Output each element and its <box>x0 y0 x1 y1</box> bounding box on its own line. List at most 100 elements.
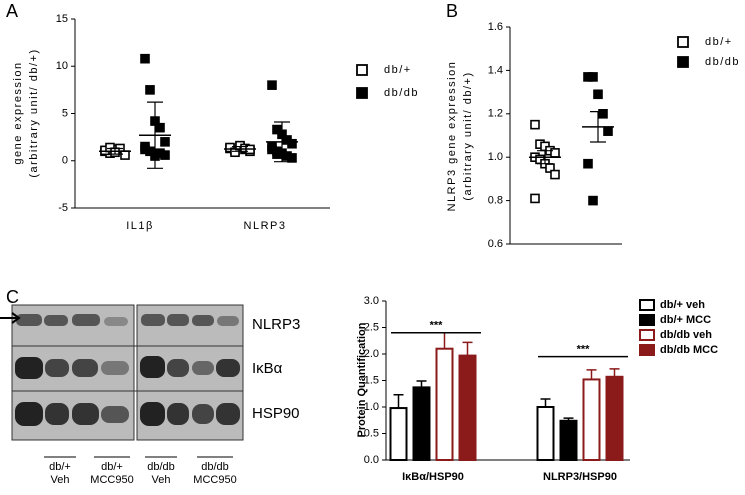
significance-label: *** <box>430 320 444 332</box>
data-point <box>287 153 297 163</box>
data-point <box>593 89 603 100</box>
y-tick-label: 10 <box>56 60 68 72</box>
x-tick-label: IL1β <box>126 220 154 232</box>
legend-marker <box>639 314 655 326</box>
data-point <box>140 53 150 64</box>
error-bar <box>107 147 123 155</box>
error-bar <box>393 394 404 409</box>
error-bar <box>462 341 473 356</box>
data-point <box>583 158 593 169</box>
panel-letter: B <box>446 1 458 21</box>
error-bar <box>439 332 450 349</box>
blot-row-label: IκBα <box>252 360 283 377</box>
data-point <box>120 150 130 160</box>
data-point <box>530 193 540 204</box>
data-point <box>598 109 608 119</box>
bar <box>389 407 408 461</box>
lane-label: MCC950 <box>193 474 236 486</box>
western-blot: NLRP3 IκBα HSP90 db/+Veh db/+MCC950 db/d… <box>0 304 300 486</box>
y-tick-label: 1.5 <box>364 374 379 386</box>
y-tick-label: 3.0 <box>364 295 379 307</box>
bar <box>458 354 477 461</box>
data-point <box>160 137 170 147</box>
error-bar <box>416 380 427 388</box>
error-bar <box>590 111 606 143</box>
y-tick-label: 1.2 <box>488 108 503 120</box>
y-tick-label: 1.0 <box>488 151 503 163</box>
bands <box>15 314 240 426</box>
legend-marker <box>677 56 689 68</box>
y-axis-label: NLRP3 gene expression <box>446 61 458 212</box>
lane-label: db/db <box>147 461 175 473</box>
legend-label: db/+ MCC <box>660 314 711 326</box>
blot-row-label: NLRP3 <box>252 316 300 333</box>
data-point <box>588 72 598 82</box>
legend-label: db/db veh <box>660 329 712 341</box>
error-bar <box>540 398 551 407</box>
legend-marker <box>639 329 655 341</box>
lane-label: db/+ <box>101 461 123 473</box>
x-tick-label: NLRP3/HSP90 <box>543 471 617 483</box>
lane-label: MCC950 <box>90 474 133 486</box>
bar <box>412 386 431 462</box>
significance-label: *** <box>577 344 591 356</box>
bar <box>536 406 555 461</box>
bar <box>435 347 454 462</box>
y-tick-label: 0 <box>62 155 68 167</box>
data-point <box>140 144 150 155</box>
data-point <box>530 119 540 130</box>
y-tick-label: 1.4 <box>488 64 503 76</box>
blot-row-label: HSP90 <box>252 405 300 422</box>
x-tick-label: IκBα/HSP90 <box>402 471 464 483</box>
data-point <box>588 195 598 206</box>
y-axis-label: gene expression <box>12 61 24 164</box>
x-tick-label: NLRP3 <box>244 220 287 232</box>
error-bar <box>274 121 290 163</box>
legend-label: db/+ <box>705 36 733 48</box>
data-point <box>550 169 560 180</box>
arrow <box>0 312 21 324</box>
legend-marker <box>639 344 655 356</box>
bar <box>605 375 624 462</box>
legend-marker <box>356 64 368 76</box>
data-point <box>603 126 613 136</box>
y-tick-label: 0.8 <box>488 195 503 207</box>
legend-marker <box>677 36 689 48</box>
y-tick-label: -5 <box>58 202 68 214</box>
error-bar <box>147 101 163 169</box>
y-tick-label: 1.6 <box>488 21 503 33</box>
data-point <box>287 138 297 149</box>
data-point <box>550 148 560 158</box>
data-point <box>267 80 277 90</box>
lane-label: db/+ <box>49 461 71 473</box>
error-bar <box>609 368 620 377</box>
bar <box>559 419 578 461</box>
data-point <box>272 149 282 159</box>
y-tick-label: 0.0 <box>364 454 379 466</box>
y-tick-label: 0.5 <box>364 427 379 439</box>
data-point <box>160 150 170 160</box>
y-axis-label: Protein Quantification <box>356 322 368 437</box>
y-axis-label: (arbitrary unit/ db/+) <box>462 71 474 200</box>
y-tick-label: 15 <box>56 13 68 25</box>
y-tick-label: 0.6 <box>488 238 503 250</box>
error-bar <box>537 150 553 165</box>
data-point <box>155 122 165 133</box>
panel-letter: A <box>6 1 18 21</box>
y-tick-label: 1.0 <box>364 401 379 413</box>
y-axis-label: (arbitrary unit/ db/+) <box>28 48 40 177</box>
legend-label: db/db <box>705 56 740 68</box>
y-tick-label: 2.0 <box>364 348 379 360</box>
error-bar <box>586 369 597 380</box>
panel-letter: C <box>6 287 19 307</box>
data-point <box>145 85 155 95</box>
legend-marker <box>356 87 368 99</box>
y-tick-label: 2.5 <box>364 321 379 333</box>
y-tick-label: 5 <box>62 107 68 119</box>
legend-label: db/db <box>384 87 419 99</box>
lane-label: Veh <box>152 474 171 486</box>
legend-label: db/+ veh <box>660 299 705 311</box>
lane-label: Veh <box>51 474 70 486</box>
bar <box>582 378 601 461</box>
